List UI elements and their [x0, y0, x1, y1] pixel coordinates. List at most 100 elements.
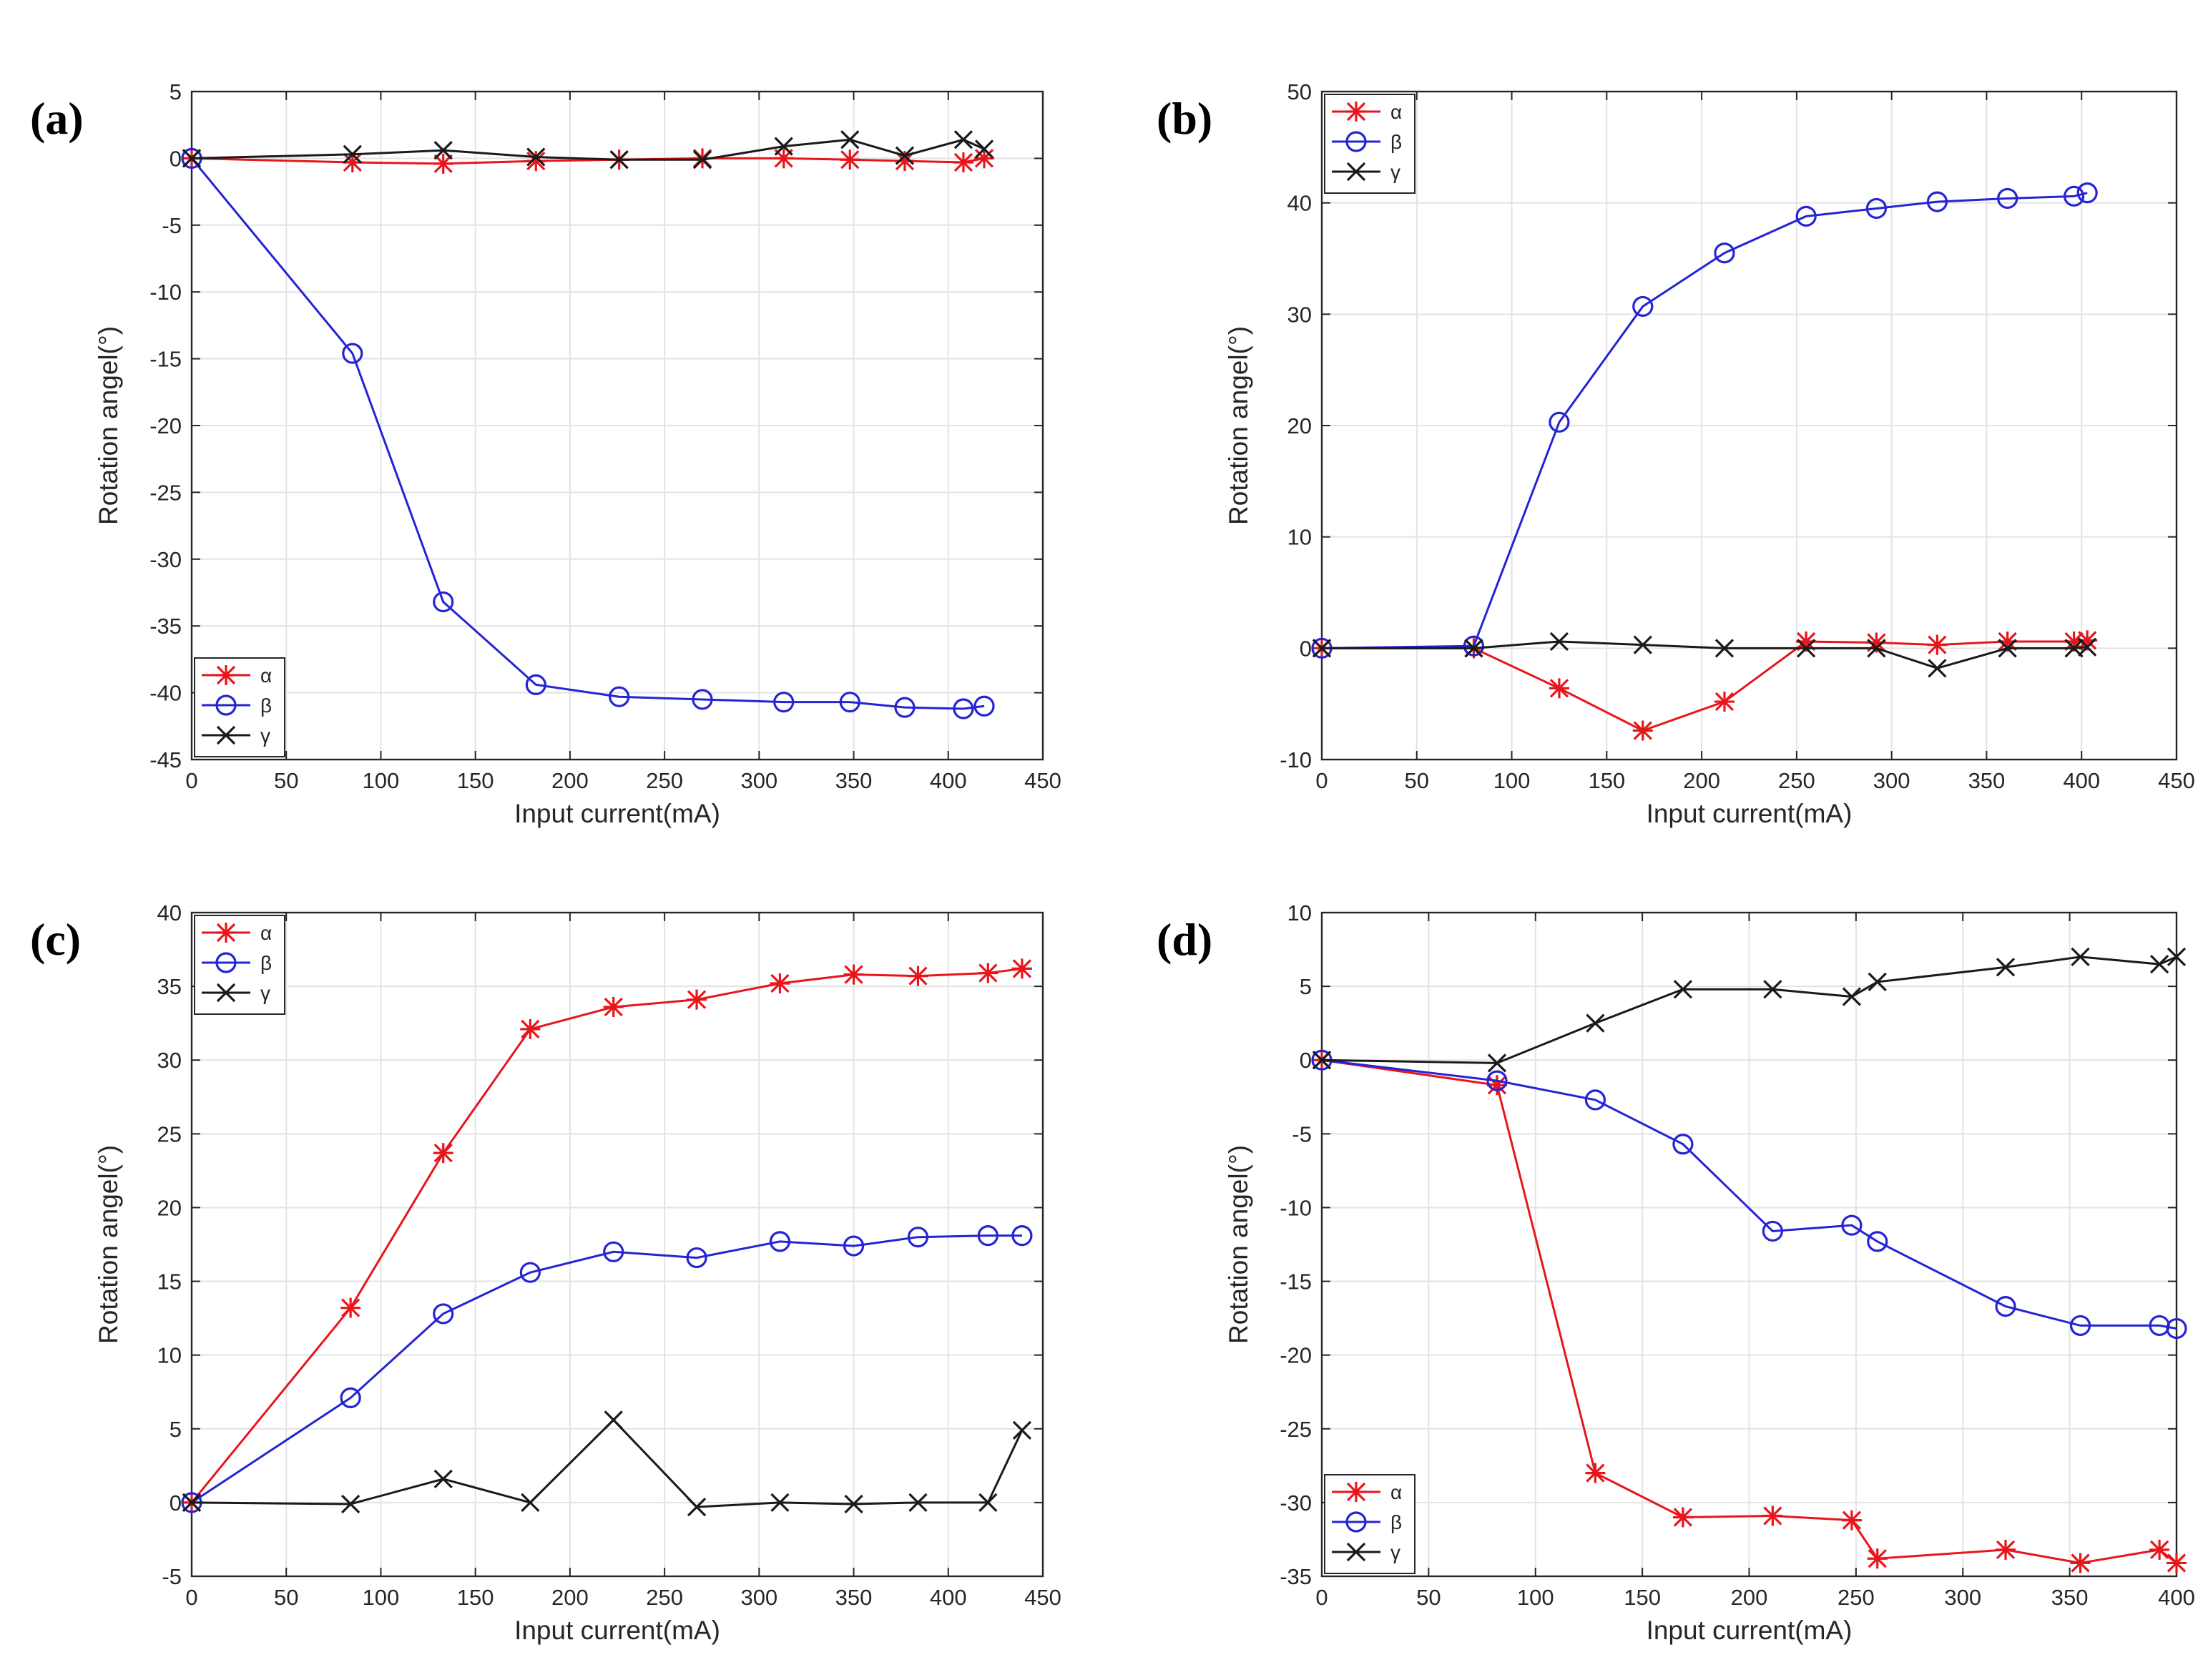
chart-panel-3: (c)0 50 100 150 200 250 300 350 400 450-505101520… [30, 900, 1061, 1645]
data-point [1996, 1539, 2016, 1560]
x-tick-label: 400 [930, 1585, 967, 1610]
data-point [978, 1493, 998, 1513]
data-point [609, 686, 630, 707]
data-point [907, 1227, 929, 1248]
y-tick-label: -35 [1280, 1564, 1312, 1589]
x-tick-label: 300 [1944, 1585, 1981, 1610]
panel-label: (a) [30, 93, 84, 144]
data-point [519, 1262, 541, 1283]
panel-label: (c) [30, 914, 81, 965]
data-point [977, 1225, 998, 1247]
x-tick-label: 400 [2063, 768, 2100, 793]
data-point [340, 1387, 361, 1409]
axes-box [190, 911, 1044, 1578]
y-tick-label: -25 [1280, 1417, 1312, 1442]
data-point [973, 695, 995, 717]
data-point [770, 1493, 790, 1513]
data-point [1549, 678, 1569, 699]
series-line [1321, 192, 2088, 649]
data-point [953, 152, 973, 173]
y-tick-label: -30 [1280, 1490, 1312, 1516]
x-tick-label: 200 [551, 768, 589, 793]
data-point [840, 149, 860, 170]
data-point [839, 692, 860, 713]
x-tick-label: 450 [1024, 768, 1061, 793]
data-point [1842, 987, 1862, 1006]
x-tick-label: 200 [1683, 768, 1720, 793]
y-tick-label: 0 [1300, 1048, 1312, 1073]
y-tick-label: 0 [1300, 636, 1312, 661]
legend-marker [216, 725, 236, 745]
data-point [974, 148, 995, 169]
data-point [1997, 631, 2018, 652]
data-point [1464, 639, 1483, 658]
data-point [2070, 1553, 2091, 1573]
data-point [1312, 639, 1332, 658]
x-axis-label: Input current(mA) [1647, 1616, 1853, 1645]
legend-label: γ [1390, 1541, 1400, 1563]
data-point [1463, 635, 1485, 657]
data-point [433, 141, 453, 160]
x-tick-label: 250 [1778, 768, 1815, 793]
data-point [1797, 639, 1816, 658]
data-point [341, 1494, 360, 1514]
data-point [769, 1231, 791, 1252]
legend: αβγ [1324, 94, 1415, 194]
data-point [1762, 1220, 1783, 1242]
data-point [686, 1247, 707, 1269]
x-tick-label: 250 [1837, 1585, 1875, 1610]
x-tick-label: 400 [930, 768, 967, 793]
data-point [2078, 637, 2097, 657]
x-tick-label: 100 [363, 768, 400, 793]
data-point [1997, 187, 2018, 210]
legend-marker [216, 983, 236, 1003]
x-tick-label: 300 [1873, 768, 1910, 793]
data-point [1867, 639, 1886, 658]
data-point [525, 674, 546, 695]
data-point [521, 1493, 540, 1513]
series-line [1321, 1058, 2177, 1330]
series-gamma [1312, 947, 2187, 1073]
legend-marker [215, 952, 237, 973]
x-tick-label: 150 [1624, 1585, 1661, 1610]
data-point [1714, 639, 1734, 658]
data-point [520, 1018, 541, 1039]
data-point [1841, 1510, 1862, 1531]
data-point [1998, 639, 2017, 658]
data-point [908, 1493, 928, 1513]
data-point [1632, 295, 1654, 318]
data-point [1486, 1070, 1508, 1091]
y-tick-label: -45 [149, 747, 182, 772]
y-tick-label: 50 [1287, 79, 1312, 104]
data-point [692, 150, 712, 170]
data-point [603, 996, 624, 1017]
data-point [1672, 1507, 1693, 1528]
x-tick-label: 250 [646, 1585, 683, 1610]
x-axis-label: Input current(mA) [514, 1616, 720, 1645]
data-point [844, 1494, 863, 1514]
y-tick-label: -15 [1280, 1269, 1312, 1295]
y-tick-label: 15 [157, 1269, 182, 1295]
x-tick-label: 50 [274, 1585, 298, 1610]
x-tick-label: 0 [1315, 1585, 1328, 1610]
legend-label: α [1390, 101, 1402, 123]
x-tick-label: 50 [1416, 1585, 1441, 1610]
data-point [1486, 1075, 1507, 1096]
chart-panel-1: (a)0 50 100 150 200 250 300 350 400 450-45-40-35-… [30, 79, 1061, 828]
data-point [974, 139, 994, 159]
data-point [603, 1241, 624, 1262]
data-point [1549, 632, 1569, 652]
panel-label: (b) [1157, 93, 1212, 144]
legend-marker [1345, 1511, 1367, 1533]
y-tick-label: 30 [1287, 302, 1312, 327]
x-tick-label: 150 [1588, 768, 1625, 793]
data-point [526, 151, 546, 172]
data-point [1795, 205, 1817, 227]
data-point [1011, 1225, 1033, 1247]
data-point [774, 137, 793, 156]
y-tick-label: 10 [1287, 900, 1312, 925]
y-tick-label: -20 [1280, 1343, 1312, 1368]
data-point [843, 1235, 865, 1257]
data-point [692, 689, 713, 710]
x-tick-label: 350 [835, 768, 873, 793]
